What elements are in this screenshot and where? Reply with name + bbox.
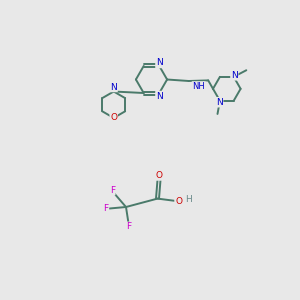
Text: O: O: [155, 171, 163, 180]
Text: N: N: [156, 58, 163, 68]
Text: O: O: [110, 113, 117, 122]
Text: O: O: [175, 196, 182, 206]
Text: N: N: [231, 71, 238, 80]
Text: H: H: [185, 195, 192, 204]
Text: F: F: [126, 222, 131, 231]
Text: N: N: [216, 98, 223, 107]
Text: F: F: [110, 186, 115, 195]
Text: F: F: [103, 204, 109, 213]
Text: NH: NH: [192, 82, 205, 91]
Text: N: N: [110, 82, 117, 91]
Text: N: N: [156, 92, 163, 100]
